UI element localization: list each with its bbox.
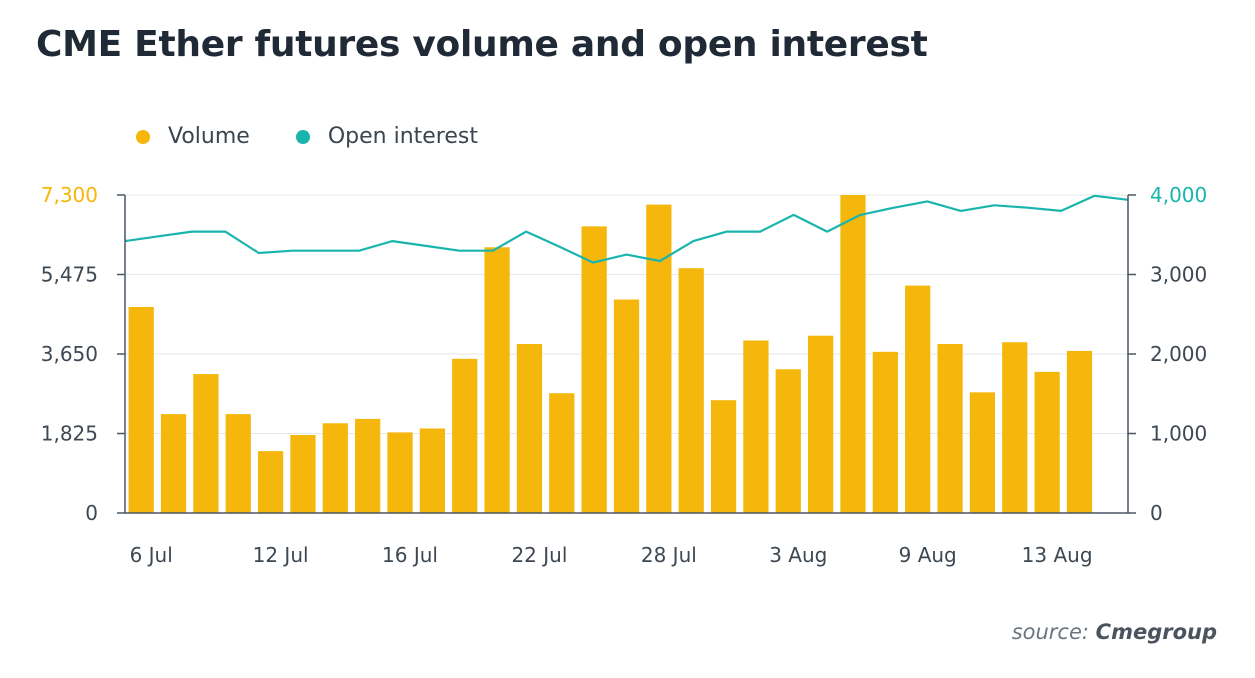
volume-bar xyxy=(872,351,898,513)
volume-bar xyxy=(128,306,154,513)
open-interest-series xyxy=(124,194,1129,264)
volume-bar xyxy=(646,204,672,513)
y-right-tick-label: 2,000 xyxy=(1150,342,1207,366)
volume-bar xyxy=(581,226,607,513)
x-tick-label: 22 Jul xyxy=(511,543,567,567)
legend-item-open-interest: Open interest xyxy=(295,124,478,149)
volume-bar xyxy=(257,451,284,513)
chart-title: CME Ether futures volume and open intere… xyxy=(36,24,928,65)
x-tick-label: 12 Jul xyxy=(253,543,309,567)
volume-bar xyxy=(937,343,963,513)
x-tick-label: 6 Jul xyxy=(130,543,173,567)
volume-bar xyxy=(387,432,413,513)
volume-bar xyxy=(419,428,445,513)
open-interest-line xyxy=(124,194,1129,264)
legend-label-volume: Volume xyxy=(168,124,250,149)
volume-bar xyxy=(160,414,187,513)
volume-bar xyxy=(193,374,219,513)
source-note: source: Cmegroup xyxy=(1012,620,1217,644)
legend: Volume Open interest xyxy=(136,124,524,149)
volume-bar xyxy=(743,340,769,513)
y-left-tick-label: 0 xyxy=(85,501,98,525)
y-left-tick-label: 5,475 xyxy=(41,263,98,287)
volume-bar xyxy=(549,393,575,513)
volume-bar xyxy=(452,358,478,513)
volume-bar xyxy=(322,423,348,513)
open-interest-swatch-icon xyxy=(295,129,310,144)
volume-bar xyxy=(516,343,543,513)
source-label: source: xyxy=(1011,620,1089,644)
y-left-tick-label: 7,300 xyxy=(41,183,98,207)
legend-item-volume: Volume xyxy=(136,124,250,149)
volume-bar xyxy=(775,369,801,513)
volume-bar xyxy=(225,414,251,513)
volume-bar xyxy=(290,435,316,513)
y-right-tick-label: 0 xyxy=(1150,501,1163,525)
volume-swatch-icon xyxy=(136,129,150,144)
volume-bar xyxy=(613,299,640,513)
source-name: Cmegroup xyxy=(1095,620,1217,644)
y-right-tick-label: 3,000 xyxy=(1150,263,1207,287)
volume-bar xyxy=(969,392,996,513)
volume-bar xyxy=(678,268,704,513)
y-right-tick-label: 4,000 xyxy=(1150,183,1207,207)
legend-label-open-interest: Open interest xyxy=(327,124,478,149)
y-right-tick-label: 1,000 xyxy=(1150,422,1207,446)
y-left-tick-label: 3,650 xyxy=(41,342,98,366)
volume-bar xyxy=(1034,371,1060,513)
volume-bar xyxy=(905,285,931,513)
x-tick-label: 9 Aug xyxy=(899,543,957,567)
x-tick-label: 13 Aug xyxy=(1022,543,1093,567)
x-tick-label: 28 Jul xyxy=(641,543,697,567)
volume-bar xyxy=(840,195,866,513)
x-tick-label: 16 Jul xyxy=(382,543,438,567)
volume-bar xyxy=(355,418,381,513)
x-tick-label: 3 Aug xyxy=(769,543,827,567)
volume-bar xyxy=(1002,342,1028,513)
y-axis-right-ticks: 0 1,000 2,000 3,000 4,000 xyxy=(1128,183,1207,525)
volume-bar xyxy=(710,400,737,513)
volume-bar xyxy=(1066,350,1093,513)
volume-bar xyxy=(808,335,834,513)
y-axis-left-ticks: 0 1,825 3,650 5,475 7,300 xyxy=(41,183,125,525)
volume-bars xyxy=(128,195,1093,513)
y-left-tick-label: 1,825 xyxy=(41,422,98,446)
x-axis-ticks: 6 Jul 12 Jul 16 Jul 22 Jul 28 Jul 3 Aug 9 Aug 1… xyxy=(130,543,1093,567)
volume-bar xyxy=(484,247,510,513)
